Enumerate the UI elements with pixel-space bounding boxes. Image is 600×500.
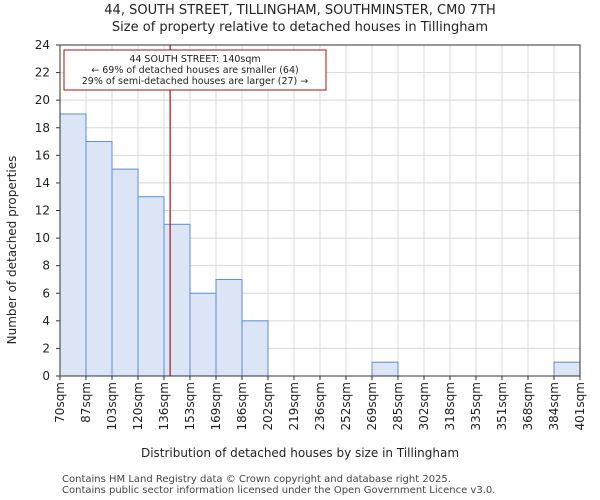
y-tick-label: 24 <box>35 38 50 52</box>
annotation-line: 29% of semi-detached houses are larger (… <box>82 76 309 87</box>
x-tick-label: 351sqm <box>495 382 509 430</box>
y-tick-label: 12 <box>35 204 50 218</box>
annotation-line: 44 SOUTH STREET: 140sqm <box>129 54 260 65</box>
histogram-bar <box>163 223 191 377</box>
x-tick-label: 87sqm <box>79 382 93 423</box>
chart-subtitle: Size of property relative to detached ho… <box>111 20 489 35</box>
x-tick-label: 269sqm <box>365 382 379 430</box>
y-tick-label: 8 <box>42 259 50 273</box>
y-tick-label: 0 <box>42 369 50 383</box>
histogram-bar <box>59 113 87 377</box>
histogram-bar <box>241 320 269 377</box>
x-tick-label: 70sqm <box>53 382 67 423</box>
y-axis-label: Number of detached properties <box>5 155 19 345</box>
bars <box>59 113 581 377</box>
histogram-bar <box>553 361 581 377</box>
y-tick-label: 16 <box>35 148 50 162</box>
x-tick-label: 236sqm <box>313 382 327 430</box>
y-tick-label: 10 <box>35 231 50 245</box>
x-tick-label: 252sqm <box>339 382 353 430</box>
x-tick-label: 384sqm <box>547 382 561 430</box>
annotation-box <box>63 49 327 91</box>
x-ticks: 70sqm 87sqm 103sqm 120sqm 136sqm 153sqm 169sqm… <box>53 376 587 430</box>
histogram-bar <box>189 292 217 377</box>
x-tick-label: 186sqm <box>235 382 249 430</box>
y-tick-label: 20 <box>35 93 50 107</box>
x-tick-label: 136sqm <box>157 382 171 430</box>
x-tick-label: 401sqm <box>573 382 587 430</box>
grid-lines <box>59 44 581 377</box>
histogram-bar <box>111 168 139 377</box>
x-tick-label: 120sqm <box>131 382 145 430</box>
x-tick-label: 318sqm <box>443 382 457 430</box>
annotation-line: ← 69% of detached houses are smaller (64… <box>91 65 298 76</box>
x-tick-label: 103sqm <box>105 382 119 430</box>
property-marker: 44 SOUTH STREET: 140sqm← 69% of detached… <box>63 45 327 376</box>
footer-line-2: Contains public sector information licen… <box>62 485 496 496</box>
x-tick-label: 335sqm <box>469 382 483 430</box>
histogram-bar <box>371 361 399 377</box>
x-tick-label: 202sqm <box>261 382 275 430</box>
y-tick-label: 22 <box>35 66 50 80</box>
footer-line-1: Contains HM Land Registry data © Crown c… <box>62 474 451 485</box>
y-tick-label: 14 <box>35 176 50 190</box>
x-tick-label: 169sqm <box>209 382 223 430</box>
chart-title: 44, SOUTH STREET, TILLINGHAM, SOUTHMINST… <box>104 3 496 18</box>
y-tick-label: 2 <box>42 341 50 355</box>
histogram-bar <box>85 141 113 377</box>
y-tick-label: 4 <box>42 314 50 328</box>
y-tick-label: 18 <box>35 121 50 135</box>
y-tick-label: 6 <box>42 286 50 300</box>
x-tick-label: 368sqm <box>521 382 535 430</box>
x-axis-label: Distribution of detached houses by size … <box>140 446 460 460</box>
histogram-bar <box>137 196 165 377</box>
x-tick-label: 302sqm <box>417 382 431 430</box>
x-tick-label: 219sqm <box>287 382 301 430</box>
x-tick-label: 285sqm <box>391 382 405 430</box>
x-tick-label: 153sqm <box>183 382 197 430</box>
histogram-bar <box>215 278 243 377</box>
